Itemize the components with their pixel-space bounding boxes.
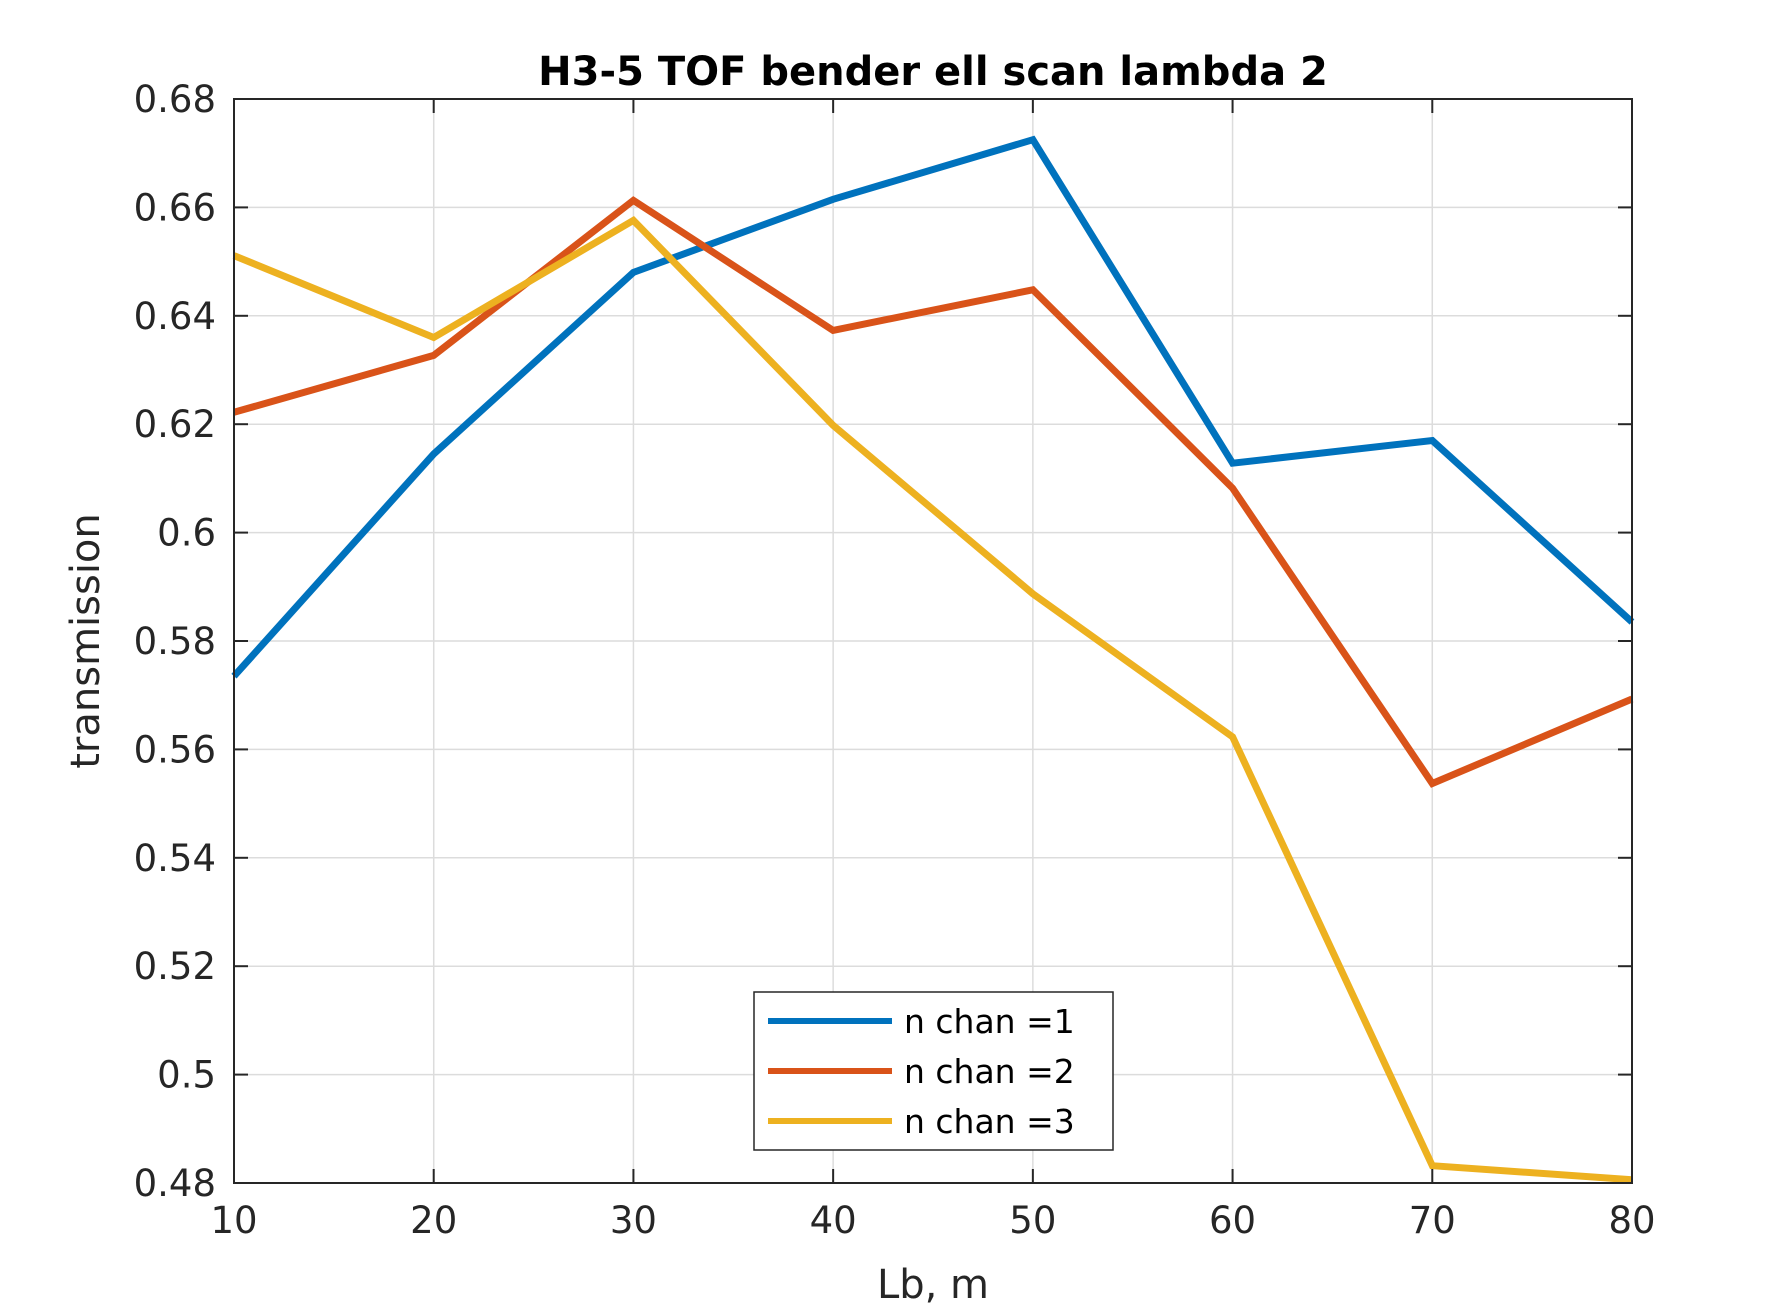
x-tick-label: 30 [610,1199,657,1242]
x-tick-label: 40 [810,1199,857,1242]
series-line-1 [231,135,1635,679]
x-tick-label: 60 [1209,1199,1256,1242]
legend: n chan =1 n chan =2 n chan =3 [753,991,1114,1151]
series-lines [231,135,1635,1184]
y-tick-label: 0.6 [157,512,216,555]
y-tick-label: 0.5 [157,1054,216,1097]
x-tick-label: 50 [1009,1199,1056,1242]
y-tick-label: 0.56 [134,728,216,771]
series-line-3 [232,215,1633,1184]
legend-label-series-2: n chan =2 [904,1052,1075,1091]
y-tick-label: 0.64 [134,295,216,338]
y-tick-labels: 0.48 0.5 0.52 0.54 0.56 0.58 0.6 0.62 0.64 0.66 0.… [134,78,216,1205]
y-tick-label: 0.66 [134,186,216,229]
x-axis-label: Lb, m [877,1262,989,1308]
y-tick-label: 0.68 [134,78,216,121]
x-tick-label: 80 [1608,1199,1655,1242]
x-tick-label: 10 [210,1199,257,1242]
legend-label-series-3: n chan =3 [904,1102,1075,1141]
legend-label-series-1: n chan =1 [904,1002,1075,1041]
ticks [233,98,1633,1184]
x-tick-labels: 10 20 30 40 50 60 70 80 [210,1199,1655,1242]
y-tick-label: 0.48 [134,1162,216,1205]
chart-title: H3-5 TOF bender ell scan lambda 2 [538,49,1328,95]
x-tick-label: 70 [1409,1199,1456,1242]
y-tick-label: 0.54 [134,837,216,880]
x-tick-label: 20 [410,1199,457,1242]
y-tick-label: 0.52 [134,945,216,988]
series-line-2 [233,196,1634,788]
y-tick-label: 0.62 [134,403,216,446]
y-tick-label: 0.58 [134,620,216,663]
y-axis-label: transmission [63,513,109,769]
